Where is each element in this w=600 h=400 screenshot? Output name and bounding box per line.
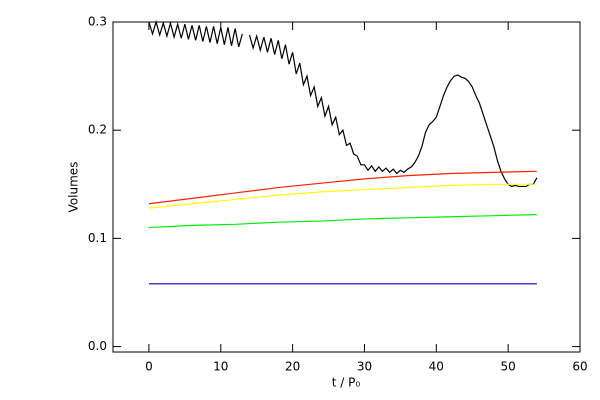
x-tick-label: 0 — [145, 360, 153, 374]
series-line — [148, 183, 537, 209]
x-tick-label: 50 — [501, 360, 516, 374]
x-tick-label: 10 — [213, 360, 228, 374]
series-line — [148, 213, 537, 229]
plot-frame — [112, 21, 581, 353]
x-tick-label: 40 — [429, 360, 444, 374]
y-tick-label: 0.2 — [88, 123, 107, 137]
x-axis-label: t / P₀ — [332, 376, 361, 390]
y-tick-label: 0.0 — [88, 339, 107, 353]
series-line — [148, 19, 243, 48]
x-tick-label: 30 — [357, 360, 372, 374]
y-tick-label: 0.3 — [88, 15, 107, 29]
y-axis-label: Volumes — [67, 162, 81, 213]
x-tick-label: 20 — [285, 360, 300, 374]
series-line — [248, 33, 538, 188]
x-tick-label: 60 — [572, 360, 587, 374]
y-tick-label: 0.1 — [88, 231, 107, 245]
series-line — [148, 170, 537, 205]
